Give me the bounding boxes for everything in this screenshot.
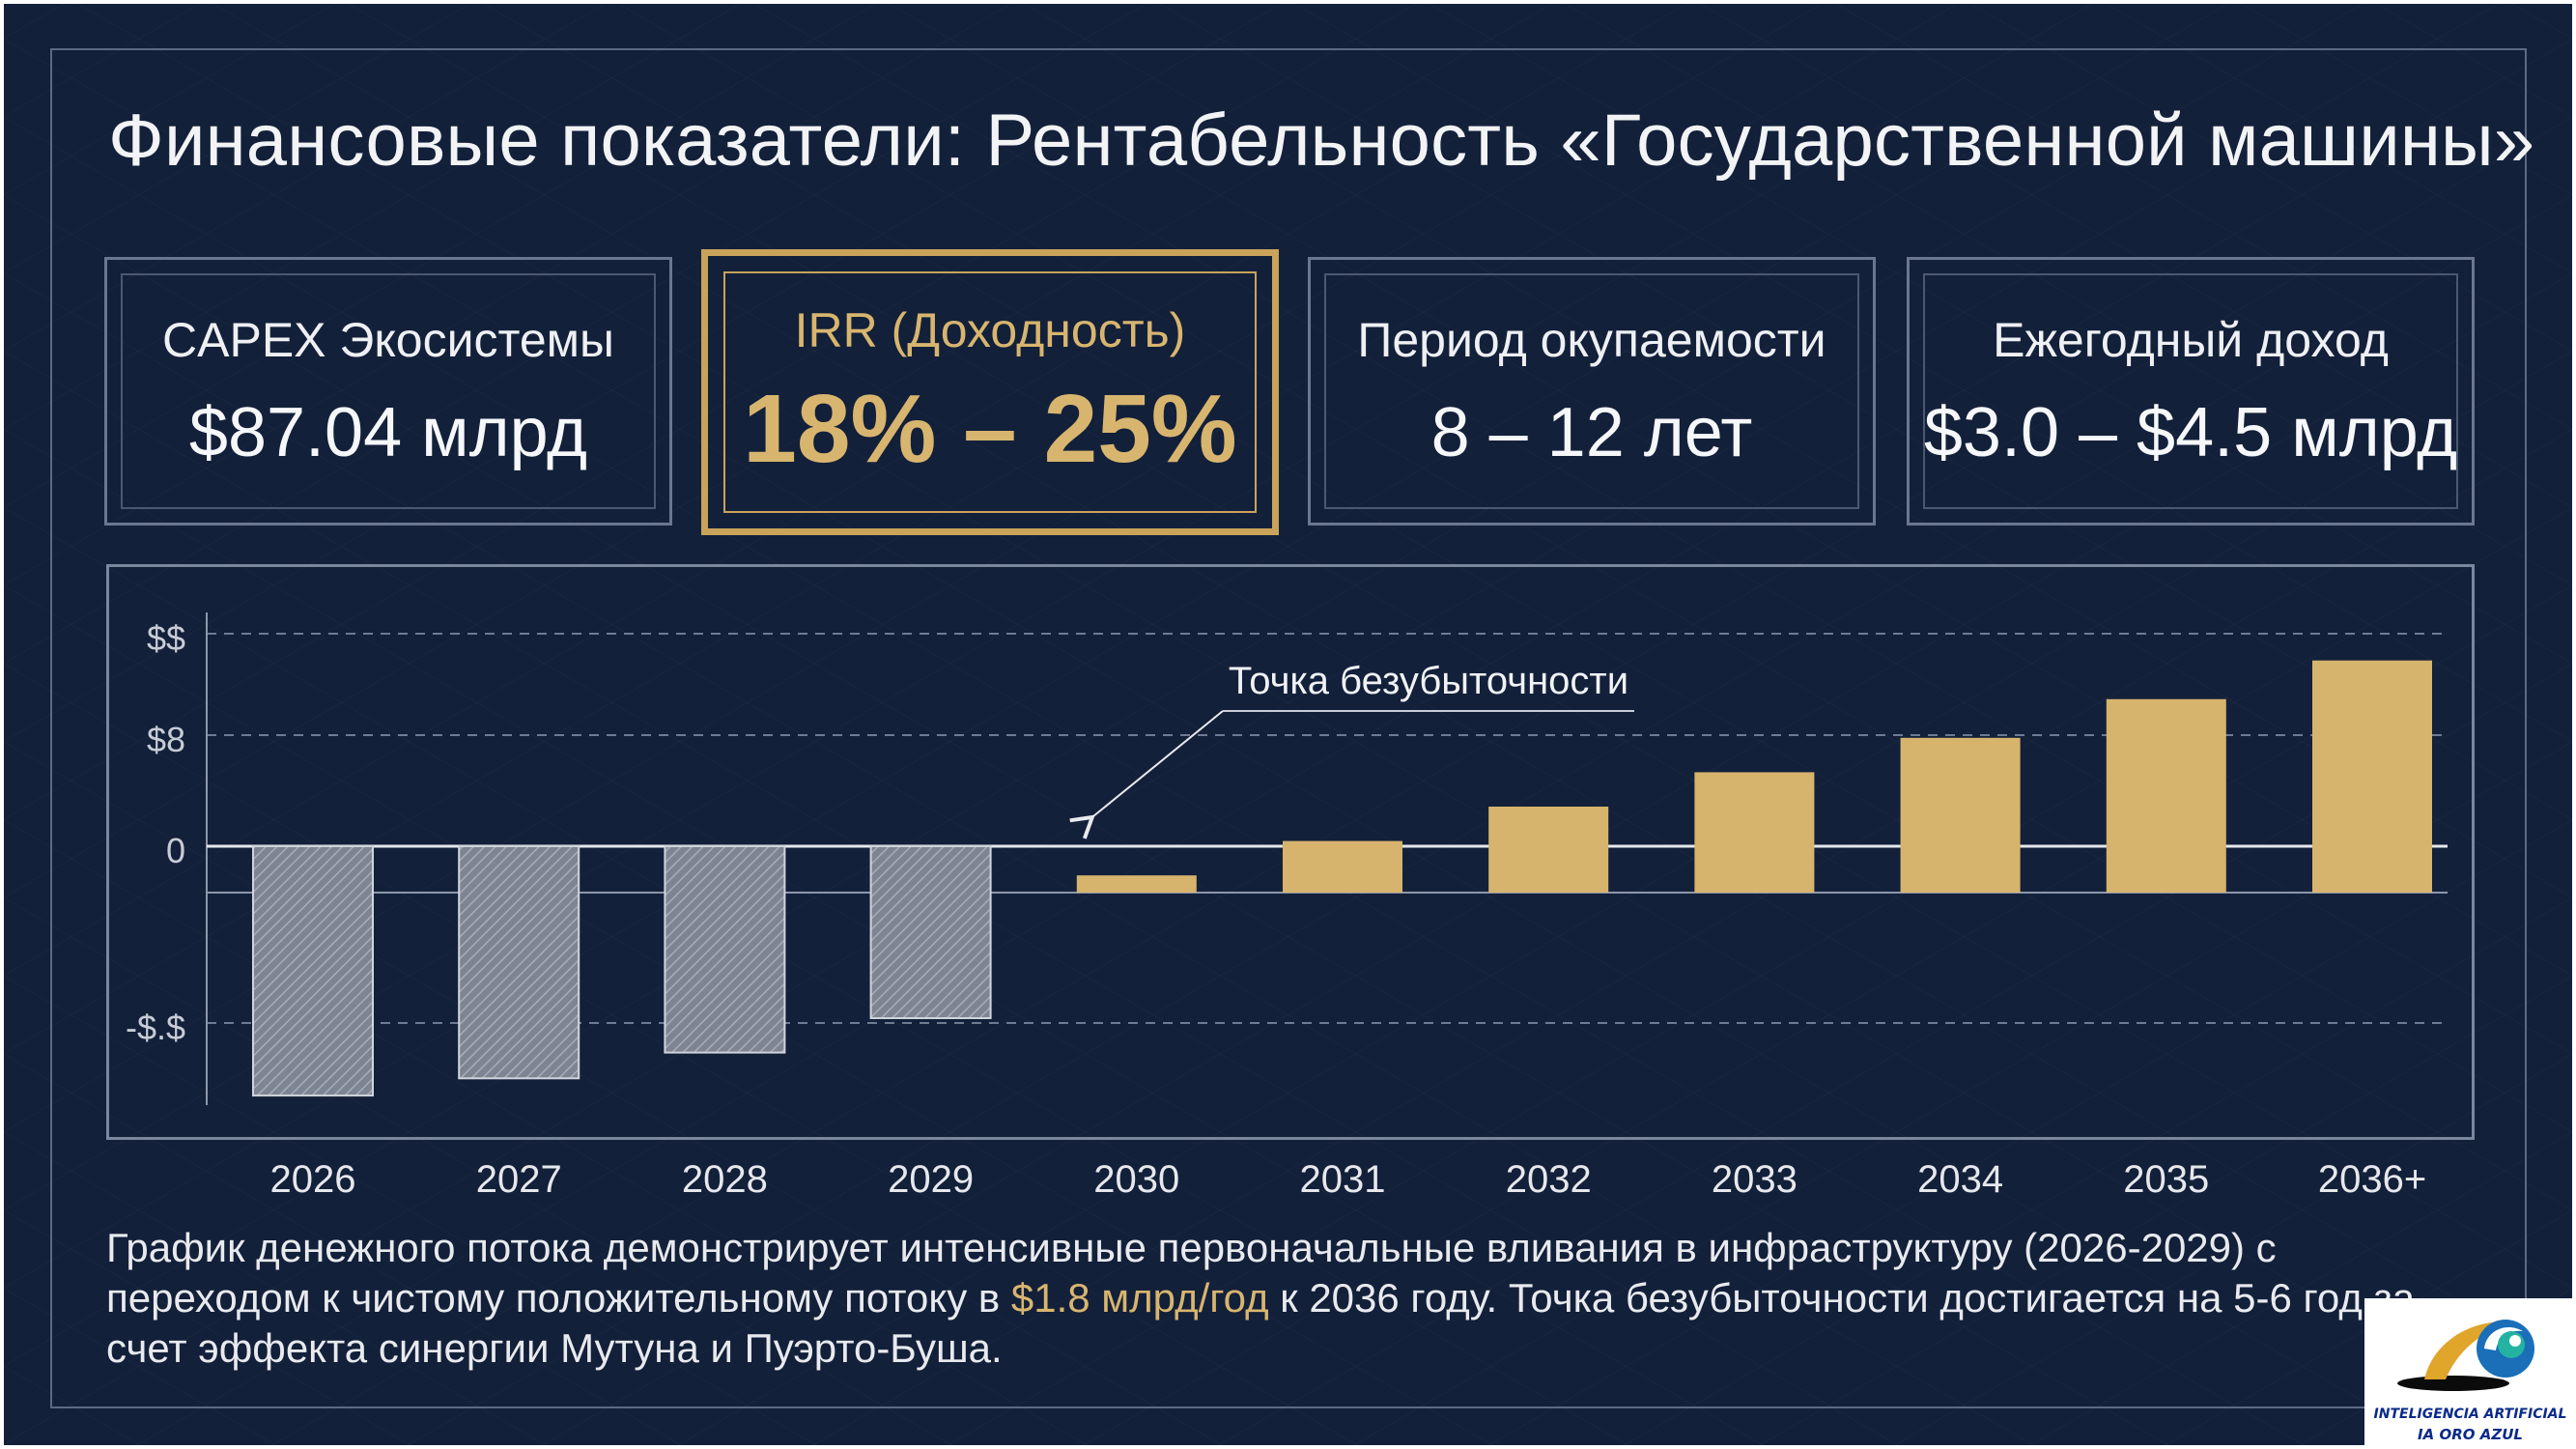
bar-2033 xyxy=(1694,772,1815,893)
chart-caption: График денежного потока демонстрирует ин… xyxy=(106,1223,2482,1374)
bar-2036+ xyxy=(2312,660,2432,893)
caption-text: График денежного потока демонстрирует ин… xyxy=(106,1225,2277,1321)
kpi-card-inner-border xyxy=(723,271,1257,513)
x-tick-label: 2035 xyxy=(2123,1158,2209,1201)
annotation-arrow xyxy=(1069,710,1224,839)
page-title: Финансовые показатели: Рентабельность «Г… xyxy=(108,99,2535,182)
logo-text-line1: INTELIGENCIA ARTIFICIAL xyxy=(2373,1406,2567,1422)
x-tick-label: 2030 xyxy=(1093,1158,1179,1201)
bar-2029 xyxy=(869,845,992,1019)
x-tick-label: 2026 xyxy=(270,1158,356,1201)
bar-2032 xyxy=(1488,807,1609,893)
x-tick-label: 2036+ xyxy=(2318,1158,2426,1201)
logo-text-line2: IA ORO AZUL xyxy=(2418,1426,2523,1443)
kpi-card-payback: Период окупаемости 8 – 12 лет xyxy=(1308,257,1876,526)
bar-2028 xyxy=(664,845,786,1054)
x-tick-label: 2033 xyxy=(1712,1158,1798,1201)
y-tick-label: $$ xyxy=(147,618,185,658)
y-tick-label: -$.$ xyxy=(126,1008,185,1047)
y-tick-label: 0 xyxy=(166,831,185,870)
kpi-card-annual-revenue: Ежегодный доход $3.0 – $4.5 млрд xyxy=(1907,257,2475,526)
kpi-value: $87.04 млрд xyxy=(188,394,588,471)
caption-text: к 2036 году. Точка безубыточности достиг… xyxy=(106,1275,2416,1371)
kpi-label: IRR (Доходность) xyxy=(794,303,1186,357)
x-tick-label: 2027 xyxy=(476,1158,562,1201)
kpi-value: 18% – 25% xyxy=(743,375,1237,483)
x-tick-label: 2034 xyxy=(1917,1158,2003,1201)
bar-2027 xyxy=(458,845,580,1080)
logo-mark-icon xyxy=(2397,1320,2534,1391)
x-tick-label: 2028 xyxy=(682,1158,768,1201)
bar-2031 xyxy=(1283,840,1402,893)
bar-2034 xyxy=(1900,737,2021,893)
y-tick-label: $8 xyxy=(147,720,185,759)
kpi-label: Ежегодный доход xyxy=(1993,313,2389,367)
bar-2030 xyxy=(1076,875,1197,893)
chart-frame xyxy=(106,564,2475,1140)
kpi-label: Период окупаемости xyxy=(1357,313,1826,367)
kpi-card-inner-border xyxy=(121,273,656,509)
annotation-label: Точка безубыточности xyxy=(1229,660,1628,702)
kpi-card-inner-border xyxy=(1324,273,1859,509)
bar-2035 xyxy=(2106,698,2226,893)
brand-logo: INTELIGENCIA ARTIFICIAL IA ORO AZUL xyxy=(2364,1298,2576,1449)
caption-highlight: $1.8 млрд/год xyxy=(1010,1275,1269,1321)
kpi-label: CAPEX Экосистемы xyxy=(162,313,614,367)
slide-frame xyxy=(50,48,2527,1408)
kpi-value: 8 – 12 лет xyxy=(1430,394,1753,471)
kpi-card-irr: IRR (Доходность) 18% – 25% xyxy=(701,249,1279,535)
kpi-card-capex: CAPEX Экосистемы $87.04 млрд xyxy=(104,257,672,526)
slide: Финансовые показатели: Рентабельность «Г… xyxy=(4,4,2572,1445)
cash-flow-chart: $$ $8 0 -$.$ 2026 2027 2028 2029 2030 2031 2032 203… xyxy=(126,612,2448,1201)
x-tick-label: 2031 xyxy=(1300,1158,1386,1201)
x-tick-label: 2029 xyxy=(888,1158,974,1201)
kpi-card-inner-border xyxy=(1923,273,2458,509)
bar-2026 xyxy=(252,845,374,1097)
x-tick-label: 2032 xyxy=(1506,1158,1592,1201)
kpi-value: $3.0 – $4.5 млрд xyxy=(1923,394,2458,471)
